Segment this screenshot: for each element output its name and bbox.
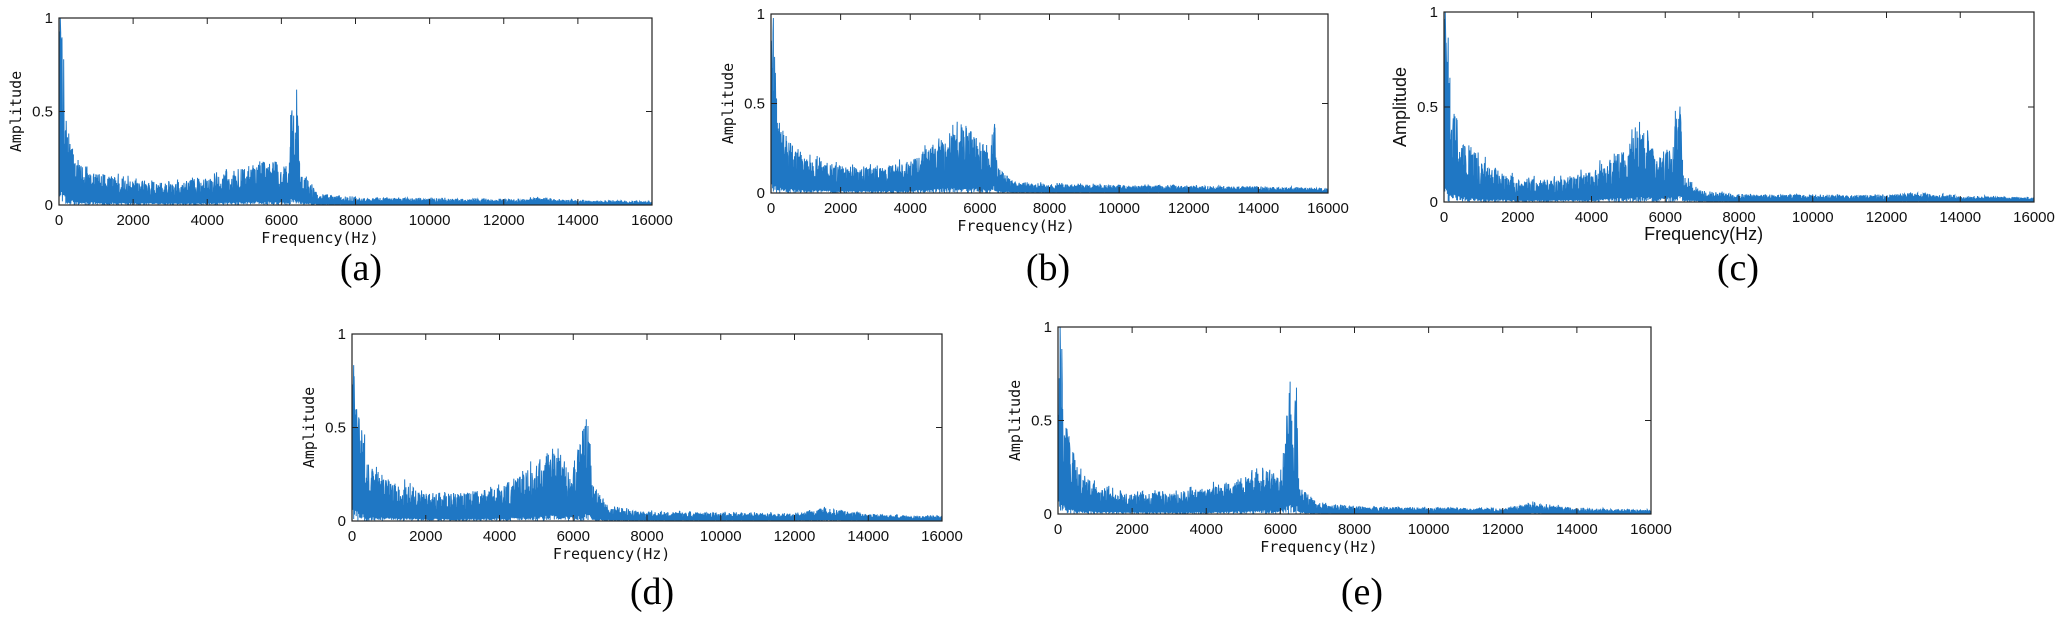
x-tick-label-b: 16000 xyxy=(1307,200,1349,217)
spectrum-line-a xyxy=(58,17,653,206)
y-axis-label-d: Amplitude xyxy=(300,387,318,468)
x-tick-label-a: 4000 xyxy=(191,212,224,229)
y-tick-label-e: 1 xyxy=(1044,319,1052,336)
x-axis-label-a: Frequency(Hz) xyxy=(261,229,378,247)
caption-a: (a) xyxy=(339,247,383,289)
y-tick-label-a: 0 xyxy=(45,197,53,214)
chart-d: 0 2000 4000 6000 8000 10000 12000 14000 16000 0 0.… xyxy=(300,326,963,563)
x-tick-label-c: 14000 xyxy=(1939,209,1981,226)
y-axis-label-a: Amplitude xyxy=(7,71,25,152)
plot-frame-b xyxy=(770,13,1329,194)
x-tick-label-e: 14000 xyxy=(1556,521,1598,538)
y-tick-label-a: 0.5 xyxy=(32,104,53,121)
y-tick-label-b: 0 xyxy=(757,185,765,202)
x-tick-label-e: 0 xyxy=(1054,521,1062,538)
chart-e: 0 2000 4000 6000 8000 10000 12000 14000 16000 0 0.… xyxy=(1006,319,1672,556)
x-tick-label-b: 2000 xyxy=(824,200,857,217)
x-tick-label-d: 12000 xyxy=(774,528,816,545)
y-tick-label-e: 0 xyxy=(1044,506,1052,523)
y-tick-label-e: 0.5 xyxy=(1031,413,1052,430)
x-tick-label-c: 16000 xyxy=(2013,209,2055,226)
plot-frame-e xyxy=(1057,326,1652,515)
x-tick-label-d: 14000 xyxy=(847,528,889,545)
spectrum-line-c xyxy=(1443,11,2035,203)
x-tick-label-b: 4000 xyxy=(894,200,927,217)
x-tick-label-c: 10000 xyxy=(1792,209,1834,226)
y-tick-label-d: 1 xyxy=(338,326,346,343)
x-tick-label-b: 10000 xyxy=(1098,200,1140,217)
x-tick-label-a: 6000 xyxy=(265,212,298,229)
y-tick-label-d: 0 xyxy=(338,513,346,530)
x-tick-label-d: 16000 xyxy=(921,528,963,545)
x-tick-label-c: 2000 xyxy=(1501,209,1534,226)
chart-c: 0 2000 4000 6000 8000 10000 12000 14000 16000 0 0.… xyxy=(1390,4,2055,244)
x-tick-label-b: 0 xyxy=(767,200,775,217)
x-tick-label-e: 8000 xyxy=(1338,521,1371,538)
y-tick-label-c: 0.5 xyxy=(1417,99,1438,116)
chart-b: 0 2000 4000 6000 8000 10000 12000 14000 16000 0 0.… xyxy=(719,6,1349,235)
x-tick-label-a: 0 xyxy=(55,212,63,229)
x-tick-label-a: 14000 xyxy=(557,212,599,229)
x-tick-label-d: 6000 xyxy=(557,528,590,545)
y-tick-label-a: 1 xyxy=(45,10,53,27)
x-tick-label-b: 12000 xyxy=(1168,200,1210,217)
caption-c: (c) xyxy=(1716,247,1760,289)
spectrum-line-b xyxy=(770,18,1329,194)
x-axis-label-e: Frequency(Hz) xyxy=(1260,538,1377,556)
y-tick-label-b: 0.5 xyxy=(744,96,765,113)
y-axis-label-c: Amplitude xyxy=(1390,67,1410,147)
y-axis-label-e: Amplitude xyxy=(1006,380,1024,461)
x-tick-label-b: 8000 xyxy=(1033,200,1066,217)
x-tick-label-c: 0 xyxy=(1440,209,1448,226)
x-tick-label-a: 10000 xyxy=(409,212,451,229)
x-tick-label-e: 6000 xyxy=(1264,521,1297,538)
x-tick-label-d: 8000 xyxy=(630,528,663,545)
x-tick-label-e: 16000 xyxy=(1630,521,1672,538)
x-tick-label-a: 8000 xyxy=(339,212,372,229)
plot-frame-c xyxy=(1443,11,2035,203)
plot-frame-a xyxy=(58,17,653,206)
x-tick-label-a: 16000 xyxy=(631,212,673,229)
x-tick-label-b: 14000 xyxy=(1238,200,1280,217)
chart-a: 0 2000 4000 6000 8000 10000 12000 14000 16000 0 0.… xyxy=(7,10,673,247)
spectrum-line-e xyxy=(1057,326,1652,515)
x-tick-label-d: 0 xyxy=(348,528,356,545)
spectrum-line-d xyxy=(351,365,943,522)
caption-e: (e) xyxy=(1340,571,1384,613)
x-axis-label-b: Frequency(Hz) xyxy=(957,217,1074,235)
x-tick-label-a: 12000 xyxy=(483,212,525,229)
x-tick-label-c: 12000 xyxy=(1866,209,1908,226)
x-tick-label-e: 12000 xyxy=(1482,521,1524,538)
x-tick-label-c: 4000 xyxy=(1575,209,1608,226)
y-tick-label-c: 1 xyxy=(1430,4,1438,21)
x-axis-label-c: Frequency(Hz) xyxy=(1644,224,1763,244)
x-tick-label-c: 8000 xyxy=(1722,209,1755,226)
y-tick-label-d: 0.5 xyxy=(325,420,346,437)
x-tick-label-e: 10000 xyxy=(1408,521,1450,538)
caption-b: (b) xyxy=(1025,247,1071,289)
y-tick-label-b: 1 xyxy=(757,6,765,23)
x-tick-label-d: 2000 xyxy=(409,528,442,545)
y-tick-label-c: 0 xyxy=(1430,194,1438,211)
plot-frame-d xyxy=(351,333,943,522)
x-tick-label-e: 2000 xyxy=(1115,521,1148,538)
x-axis-label-d: Frequency(Hz) xyxy=(553,545,670,563)
x-tick-label-d: 10000 xyxy=(700,528,742,545)
x-tick-label-c: 6000 xyxy=(1649,209,1682,226)
x-tick-label-d: 4000 xyxy=(483,528,516,545)
y-axis-label-b: Amplitude xyxy=(719,63,737,144)
caption-d: (d) xyxy=(629,571,675,613)
x-tick-label-e: 4000 xyxy=(1190,521,1223,538)
x-tick-label-b: 6000 xyxy=(963,200,996,217)
x-tick-label-a: 2000 xyxy=(116,212,149,229)
